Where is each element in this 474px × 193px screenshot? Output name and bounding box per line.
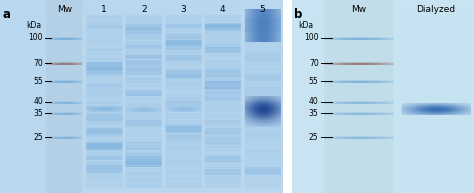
Text: 4: 4: [220, 5, 226, 14]
Text: 3: 3: [181, 5, 186, 14]
Text: 55: 55: [33, 76, 43, 85]
Text: 100: 100: [304, 34, 319, 42]
Text: GAPDH: GAPDH: [304, 104, 336, 113]
Text: 55: 55: [309, 76, 319, 85]
Text: Mw: Mw: [351, 5, 366, 14]
Text: b: b: [293, 8, 302, 21]
Text: 100: 100: [28, 34, 43, 42]
Text: 40: 40: [309, 97, 319, 107]
Text: 35: 35: [33, 108, 43, 118]
Text: 70: 70: [309, 58, 319, 68]
Text: 25: 25: [33, 133, 43, 141]
Text: Mw: Mw: [57, 5, 73, 14]
Text: a: a: [2, 8, 10, 21]
Text: 40: 40: [33, 97, 43, 107]
Text: 2: 2: [141, 5, 146, 14]
Text: 25: 25: [309, 133, 319, 141]
Text: Dialyzed: Dialyzed: [416, 5, 455, 14]
Text: 70: 70: [33, 58, 43, 68]
Text: 1: 1: [101, 5, 107, 14]
Text: kDa: kDa: [298, 21, 313, 30]
Text: kDa: kDa: [26, 21, 41, 30]
Text: 35: 35: [309, 108, 319, 118]
Text: 5: 5: [259, 5, 265, 14]
